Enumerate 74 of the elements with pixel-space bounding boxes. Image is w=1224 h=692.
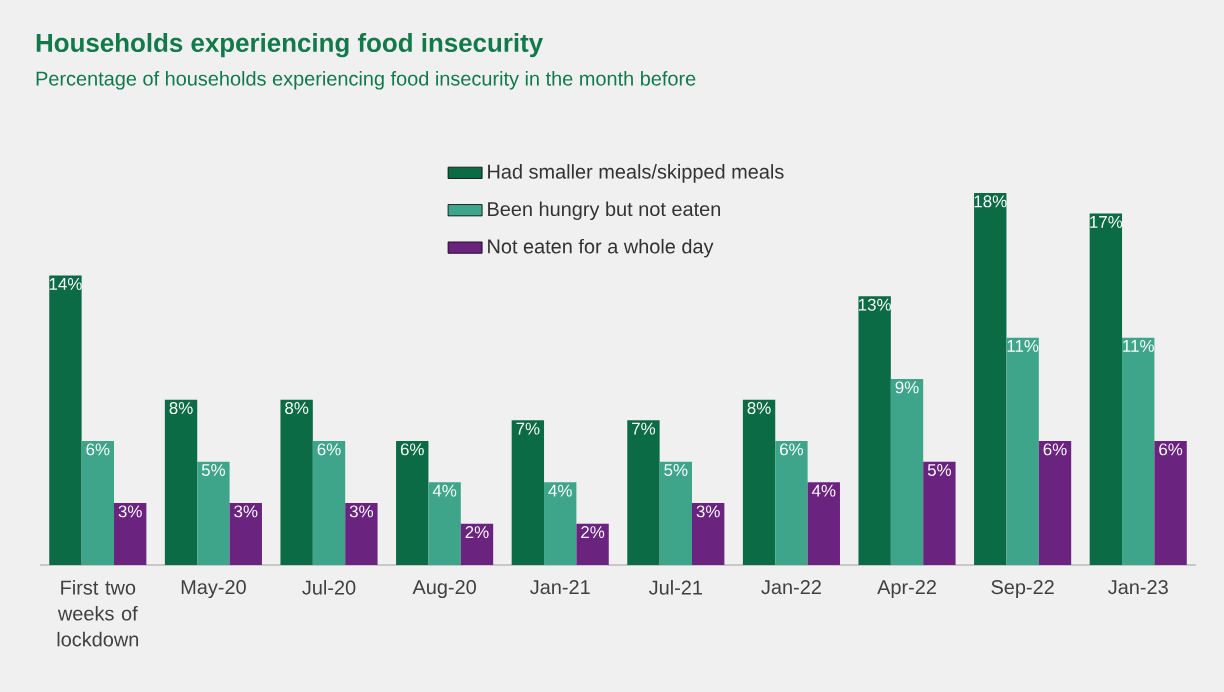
bar <box>742 399 776 565</box>
data-label: 6% <box>400 443 424 456</box>
bar <box>1154 440 1187 565</box>
bar <box>858 296 891 565</box>
data-label: 7% <box>516 422 540 435</box>
x-tick-label: Jan-23 <box>1108 580 1168 595</box>
data-label: 4% <box>432 484 457 497</box>
bar <box>460 523 494 565</box>
x-tick-label: Jan-22 <box>761 580 821 595</box>
bar <box>1038 440 1072 565</box>
bar <box>692 502 725 565</box>
bar <box>1089 213 1123 565</box>
data-label: 9% <box>895 381 919 394</box>
x-tick-label: First two weeks of lockdown <box>57 580 139 647</box>
data-label: 8% <box>747 402 771 415</box>
bar <box>807 482 840 565</box>
data-label: 3% <box>349 505 374 518</box>
bar <box>775 440 808 565</box>
legend-label: Been hungry but not eaten <box>488 201 720 221</box>
x-tick-label: Sep-22 <box>991 580 1054 599</box>
data-label: 2% <box>465 526 489 538</box>
bar <box>197 461 230 565</box>
x-tick-label: Jul-20 <box>302 580 356 595</box>
bar <box>659 461 692 565</box>
legend-label: Not eaten for a whole day <box>488 238 714 258</box>
data-label: 6% <box>1043 443 1067 456</box>
bar <box>396 440 429 565</box>
bar <box>428 482 461 565</box>
chart-title: Households experiencing food insecurity <box>36 33 544 58</box>
data-label: 5% <box>201 464 226 476</box>
bar <box>345 502 378 565</box>
bar <box>229 502 262 565</box>
x-tick-label: Jul-21 <box>649 580 702 595</box>
bar <box>49 275 82 565</box>
bar <box>113 502 147 565</box>
data-label: 18% <box>974 195 1007 208</box>
data-label: 4% <box>811 484 836 497</box>
data-label: 13% <box>858 298 892 311</box>
bar <box>627 420 660 565</box>
bar <box>923 461 956 565</box>
data-label: 3% <box>234 505 258 518</box>
data-label: 14% <box>49 278 82 290</box>
bar <box>544 482 577 565</box>
bar <box>164 399 198 565</box>
data-label: 4% <box>548 484 572 497</box>
bar <box>280 399 313 565</box>
data-label: 8% <box>285 402 309 415</box>
chart-subtitle: Percentage of households experiencing food insecurity in the month before <box>36 71 696 90</box>
data-label: 2% <box>581 526 605 538</box>
data-label: 3% <box>696 505 720 518</box>
x-tick-label: Jan-21 <box>530 580 590 595</box>
bar <box>312 440 346 565</box>
data-label: 6% <box>780 443 804 456</box>
data-label: 3% <box>118 505 142 518</box>
x-tick-label: Aug-20 <box>412 580 476 599</box>
data-label: 11% <box>1007 340 1039 352</box>
data-label: 6% <box>86 443 110 456</box>
x-tick-label: Apr-22 <box>877 580 936 599</box>
bar <box>890 378 924 565</box>
bar <box>81 440 114 565</box>
x-tick-label: May-20 <box>181 580 246 599</box>
data-label: 7% <box>632 422 656 435</box>
bar <box>974 192 1007 565</box>
bar <box>511 420 545 565</box>
bar <box>1122 337 1155 565</box>
bar <box>1006 337 1039 565</box>
data-label: 5% <box>927 464 952 476</box>
data-label: 11% <box>1123 340 1154 352</box>
data-label: 6% <box>1159 443 1183 456</box>
data-label: 8% <box>169 402 193 415</box>
bar <box>576 523 609 565</box>
legend-label: Had smaller meals/skipped meals <box>488 164 784 183</box>
data-label: 6% <box>317 443 341 456</box>
data-label: 5% <box>664 464 688 476</box>
